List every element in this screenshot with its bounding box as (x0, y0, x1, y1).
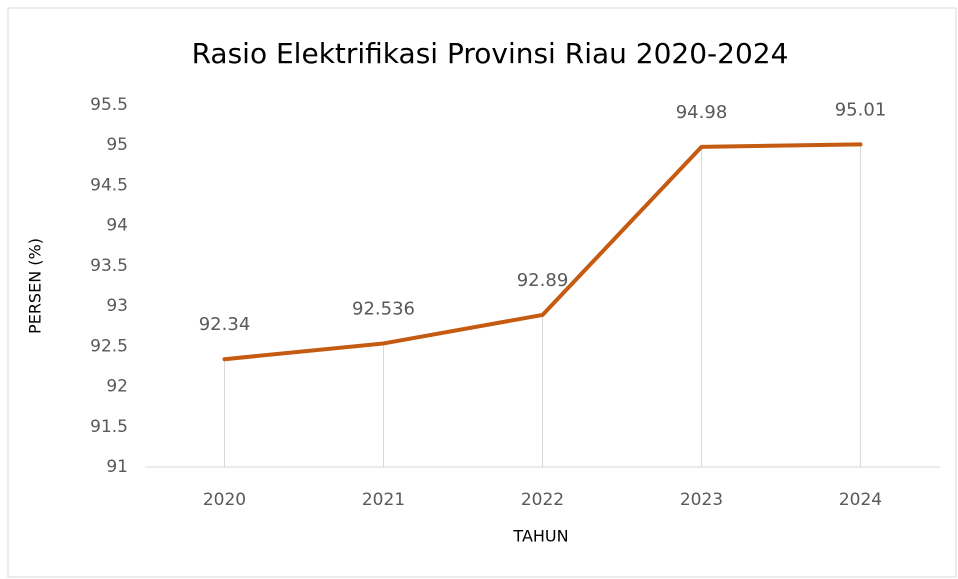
data-label: 92.89 (517, 270, 569, 291)
y-tick-label: 92 (106, 377, 128, 397)
line-series (222, 142, 863, 362)
x-tick-label: 2020 (203, 490, 246, 510)
y-axis-title: PERSEN (%) (26, 238, 45, 334)
data-label: 95.01 (835, 99, 887, 120)
x-tick-label: 2022 (521, 490, 564, 510)
y-tick-label: 93.5 (90, 256, 128, 276)
y-tick-label: 91 (106, 457, 128, 477)
x-axis-title: TAHUN (512, 527, 568, 546)
y-tick-label: 93 (106, 296, 128, 316)
y-tick-label: 91.5 (90, 417, 128, 437)
data-label: 94.98 (676, 102, 728, 123)
x-tick-label: 2024 (839, 490, 882, 510)
x-tick-label: 2023 (680, 490, 723, 510)
y-tick-label: 94.5 (90, 175, 128, 195)
data-label: 92.34 (199, 314, 251, 335)
data-label: 92.536 (352, 298, 415, 319)
y-tick-label: 95.5 (90, 95, 128, 115)
chart-border (7, 7, 957, 578)
x-tick-label: 2021 (362, 490, 405, 510)
y-tick-label: 92.5 (90, 336, 128, 356)
chart-title: Rasio Elektrifikasi Provinsi Riau 2020-2… (192, 37, 789, 70)
y-tick-label: 94 (106, 216, 128, 236)
y-tick-label: 95 (106, 135, 128, 155)
